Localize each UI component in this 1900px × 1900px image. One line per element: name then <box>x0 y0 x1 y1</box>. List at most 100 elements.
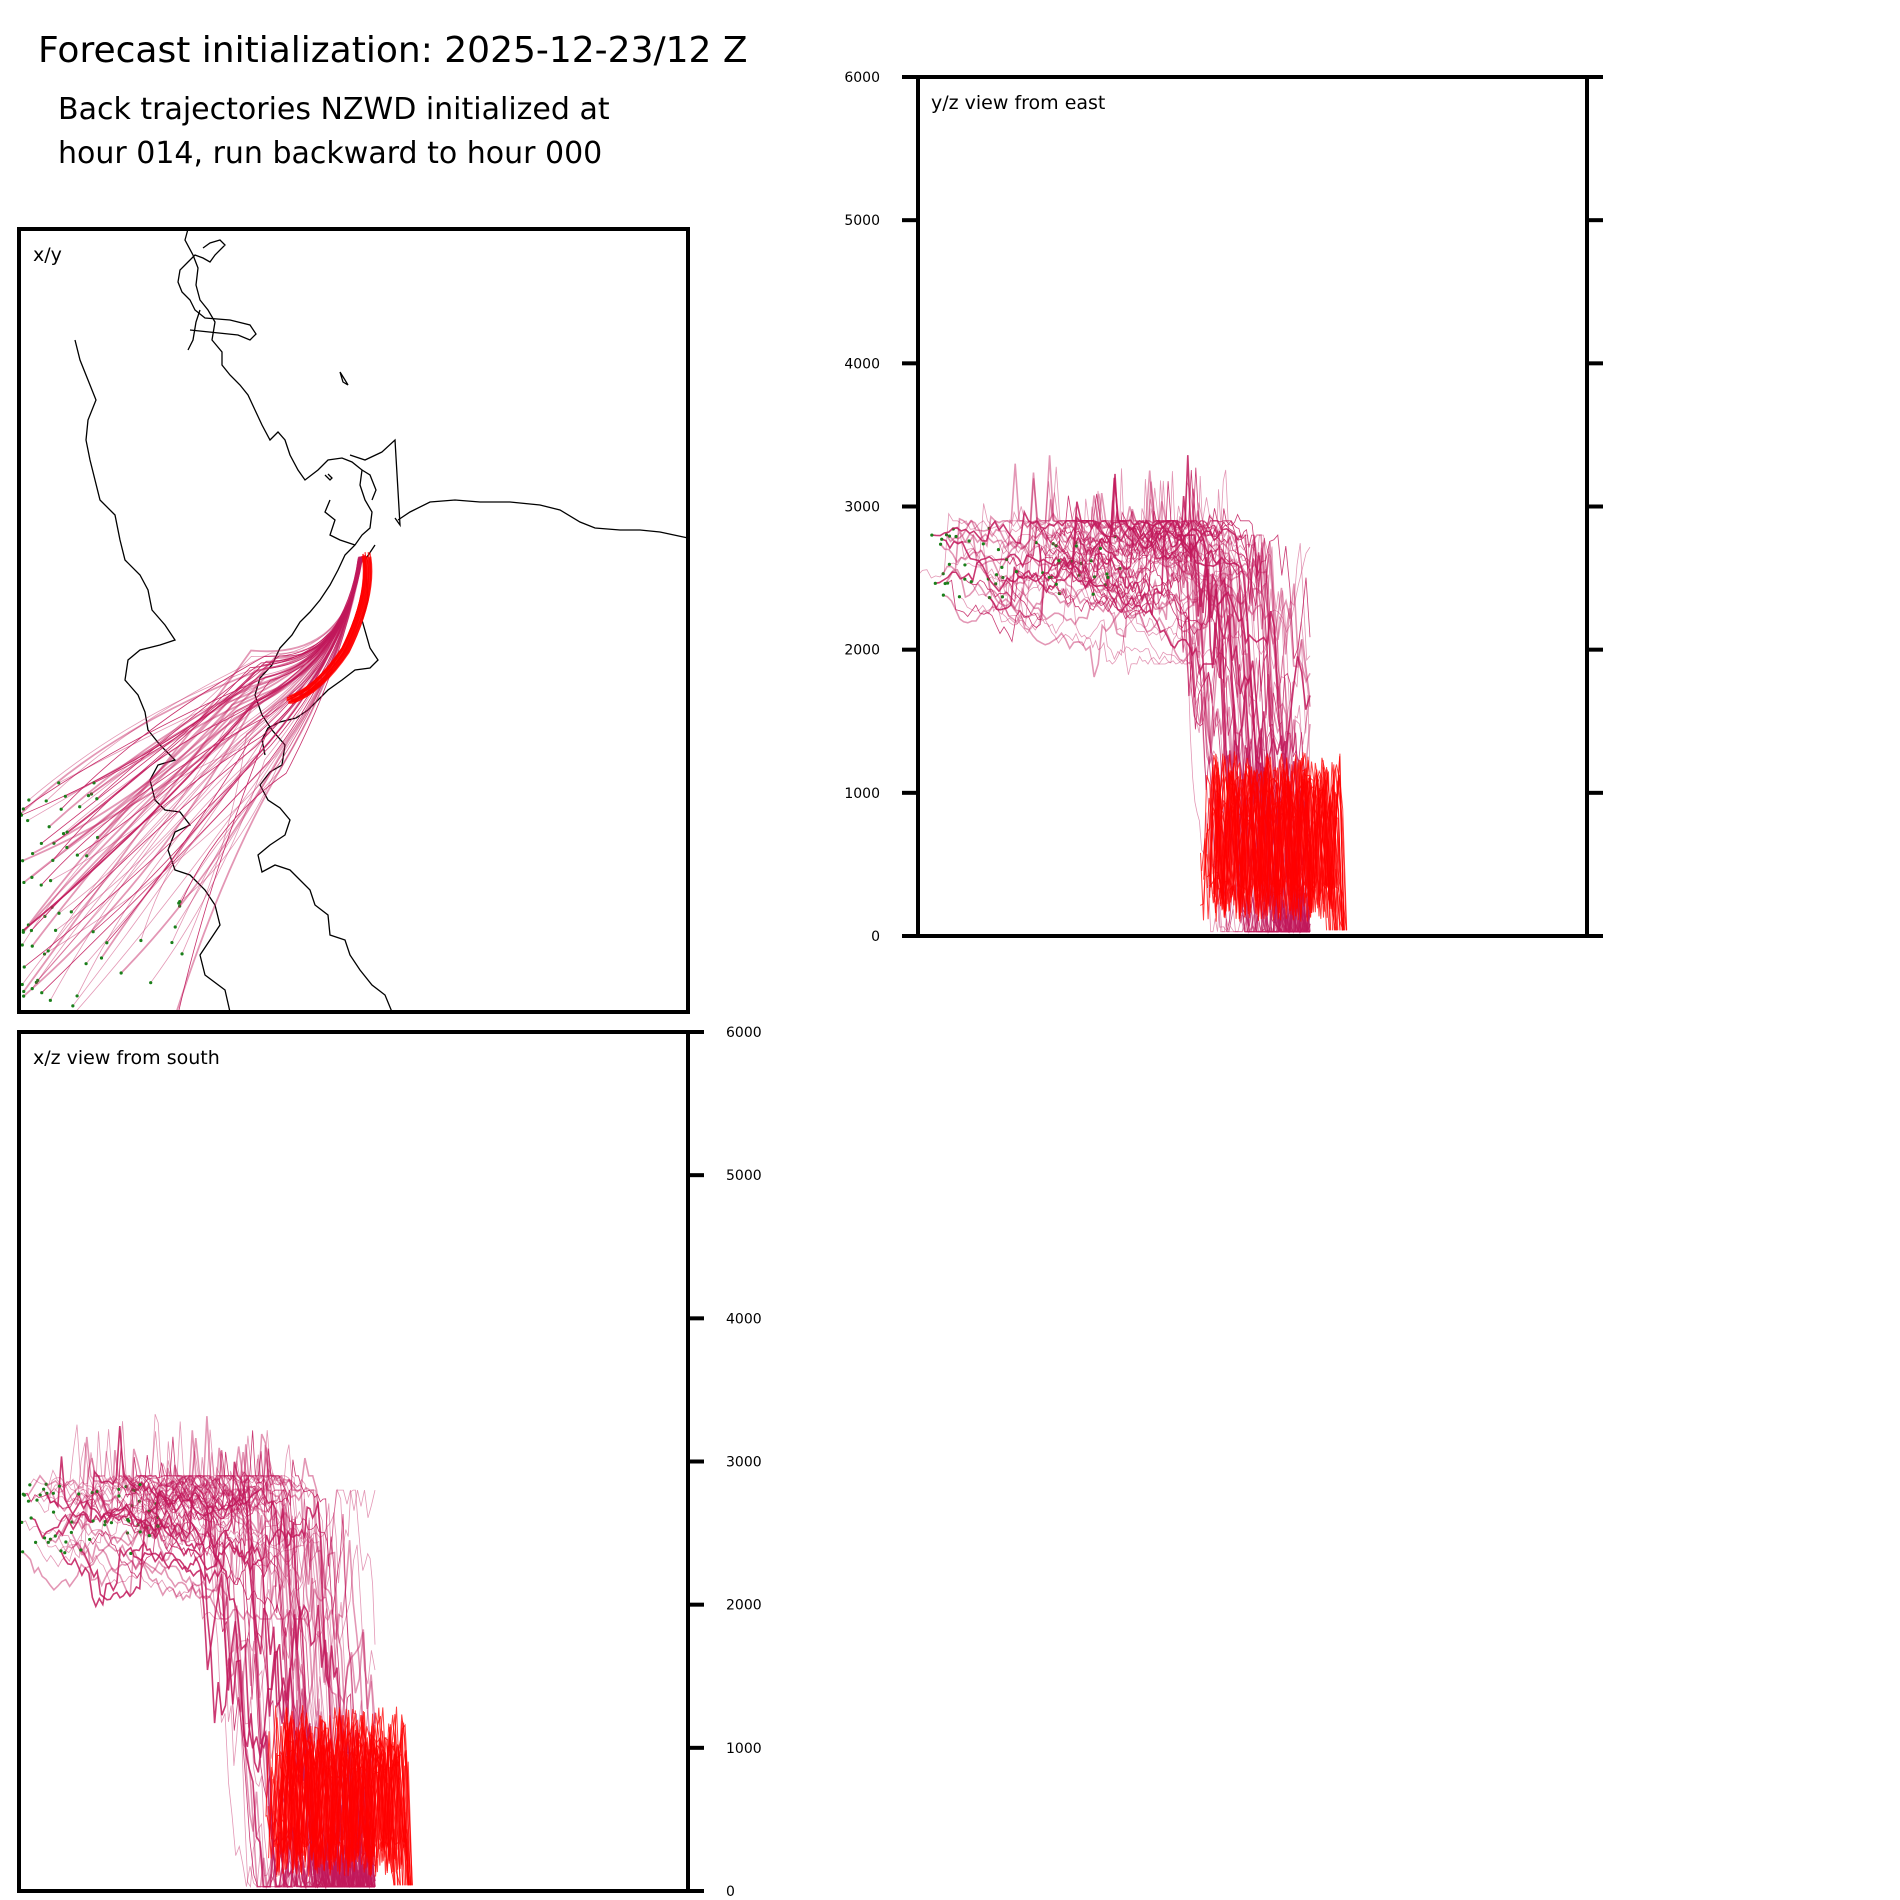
altitude-trajectory-young <box>277 1707 407 1886</box>
altitude-start-marker <box>22 1493 27 1497</box>
altitude-start-marker <box>1118 566 1122 571</box>
altitude-start-marker <box>933 581 937 585</box>
altitude-trajectory-line <box>91 1413 375 1888</box>
xy-start-marker <box>71 1004 75 1008</box>
xy-start-marker <box>26 818 30 823</box>
xy-trajectory-young <box>291 559 370 705</box>
xy-trajectory-line <box>40 555 367 886</box>
xy-start-marker <box>22 989 26 994</box>
altitude-start-marker <box>943 581 947 586</box>
altitude-start-marker <box>954 534 958 539</box>
xy-trajectory-line <box>32 555 367 855</box>
xy-trajectory-line <box>31 555 367 931</box>
xy-start-marker <box>22 965 26 969</box>
xy-start-marker <box>99 956 104 960</box>
figure-subtitle: Back trajectories NZWD initialized at ho… <box>58 88 610 176</box>
y-tick-label: 3000 <box>844 500 880 516</box>
altitude-start-marker <box>35 1498 39 1502</box>
altitude-start-marker <box>91 1519 95 1523</box>
xy-start-marker <box>65 830 69 834</box>
altitude-start-marker <box>969 580 973 584</box>
subtitle-line-1: Back trajectories NZWD initialized at <box>58 92 610 127</box>
xy-start-marker <box>173 925 177 929</box>
xy-start-marker <box>27 798 31 802</box>
xy-start-marker <box>61 832 66 836</box>
altitude-trajectory-line <box>1075 500 1310 934</box>
xy-start-marker <box>22 880 26 885</box>
altitude-trajectory-line <box>1114 468 1311 852</box>
xy-start-marker <box>22 994 26 998</box>
altitude-trajectory-line <box>137 1475 375 1888</box>
altitude-start-marker <box>42 1536 47 1540</box>
xy-start-marker <box>21 930 25 934</box>
xy-start-marker <box>57 781 61 785</box>
xy-trajectory-line <box>58 555 367 784</box>
altitude-start-marker <box>981 542 985 546</box>
altitude-trajectory-line <box>60 1546 376 1888</box>
xy-trajectory-young <box>286 554 365 699</box>
coastline-segment <box>324 473 333 481</box>
altitude-start-marker <box>70 1520 74 1524</box>
xy-start-marker <box>53 928 58 933</box>
xy-trajectory-line <box>60 555 367 810</box>
xy-start-marker <box>30 944 34 948</box>
altitude-trajectory-line <box>77 1449 376 1889</box>
y-tick-label: 5000 <box>844 213 880 229</box>
altitude-trajectory-line <box>59 1424 376 1590</box>
altitude-trajectory-line <box>128 1449 376 1867</box>
xy-start-marker <box>95 797 99 801</box>
xy-trajectory-line <box>120 555 367 974</box>
xy-start-marker <box>178 899 182 904</box>
xy-start-marker <box>49 879 53 883</box>
yz-axis: 0 1000 2000 3000 4000 5000 6000 <box>844 70 1603 945</box>
altitude-start-marker <box>51 1510 56 1514</box>
altitude-trajectory-line <box>54 1487 375 1888</box>
xy-panel: x/y <box>17 227 690 1014</box>
altitude-start-marker <box>51 1491 55 1495</box>
altitude-trajectory-line <box>920 512 1311 767</box>
altitude-start-marker <box>1089 559 1093 563</box>
y-tick-label: 4000 <box>844 356 880 372</box>
altitude-trajectory-line <box>80 1461 376 1889</box>
yz-panel: y/z view from east 0 1000 2000 3000 4000 5000… <box>844 70 1603 945</box>
y-tick-label: 6000 <box>726 1025 762 1041</box>
altitude-start-marker <box>117 1487 121 1491</box>
altitude-start-marker <box>1092 575 1097 579</box>
altitude-start-marker <box>994 573 999 577</box>
xy-start-marker <box>63 794 67 798</box>
altitude-start-marker <box>79 1548 83 1552</box>
coastline-segment <box>361 469 377 501</box>
altitude-trajectory-line <box>931 509 1311 879</box>
altitude-start-marker <box>1051 542 1055 546</box>
altitude-start-marker <box>1054 544 1058 548</box>
altitude-start-marker <box>53 1534 57 1538</box>
altitude-start-marker <box>1057 559 1061 563</box>
y-tick-label: 5000 <box>726 1168 762 1184</box>
altitude-start-marker <box>946 581 950 585</box>
altitude-start-marker <box>940 537 944 541</box>
xy-panel-label: x/y <box>33 244 62 266</box>
altitude-start-marker <box>64 1540 68 1544</box>
altitude-trajectory-line <box>148 1500 375 1888</box>
xy-trajectory-line <box>50 555 367 882</box>
altitude-trajectory-line <box>1058 554 1311 933</box>
altitude-trajectory-young <box>1215 759 1347 931</box>
xy-trajectory-line <box>181 555 367 955</box>
xy-start-marker <box>84 962 88 966</box>
altitude-start-marker <box>1000 565 1004 569</box>
altitude-start-marker <box>38 1493 42 1497</box>
xy-start-marker <box>85 854 89 858</box>
altitude-trajectory-line <box>935 477 1311 844</box>
altitude-start-marker <box>63 1551 67 1555</box>
coastline-segment <box>184 228 393 1013</box>
xy-coastline <box>74 228 689 1013</box>
altitude-trajectory-line <box>988 508 1311 764</box>
xz-trajectories <box>21 1413 413 1889</box>
xy-trajectory-line <box>22 555 367 932</box>
altitude-trajectory-line <box>1006 525 1311 933</box>
altitude-start-marker <box>95 1489 99 1494</box>
xz-panel-label: x/z view from south <box>33 1047 220 1069</box>
xy-start-marker <box>39 883 43 887</box>
xy-start-marker <box>40 991 44 995</box>
altitude-start-marker <box>137 1499 141 1503</box>
